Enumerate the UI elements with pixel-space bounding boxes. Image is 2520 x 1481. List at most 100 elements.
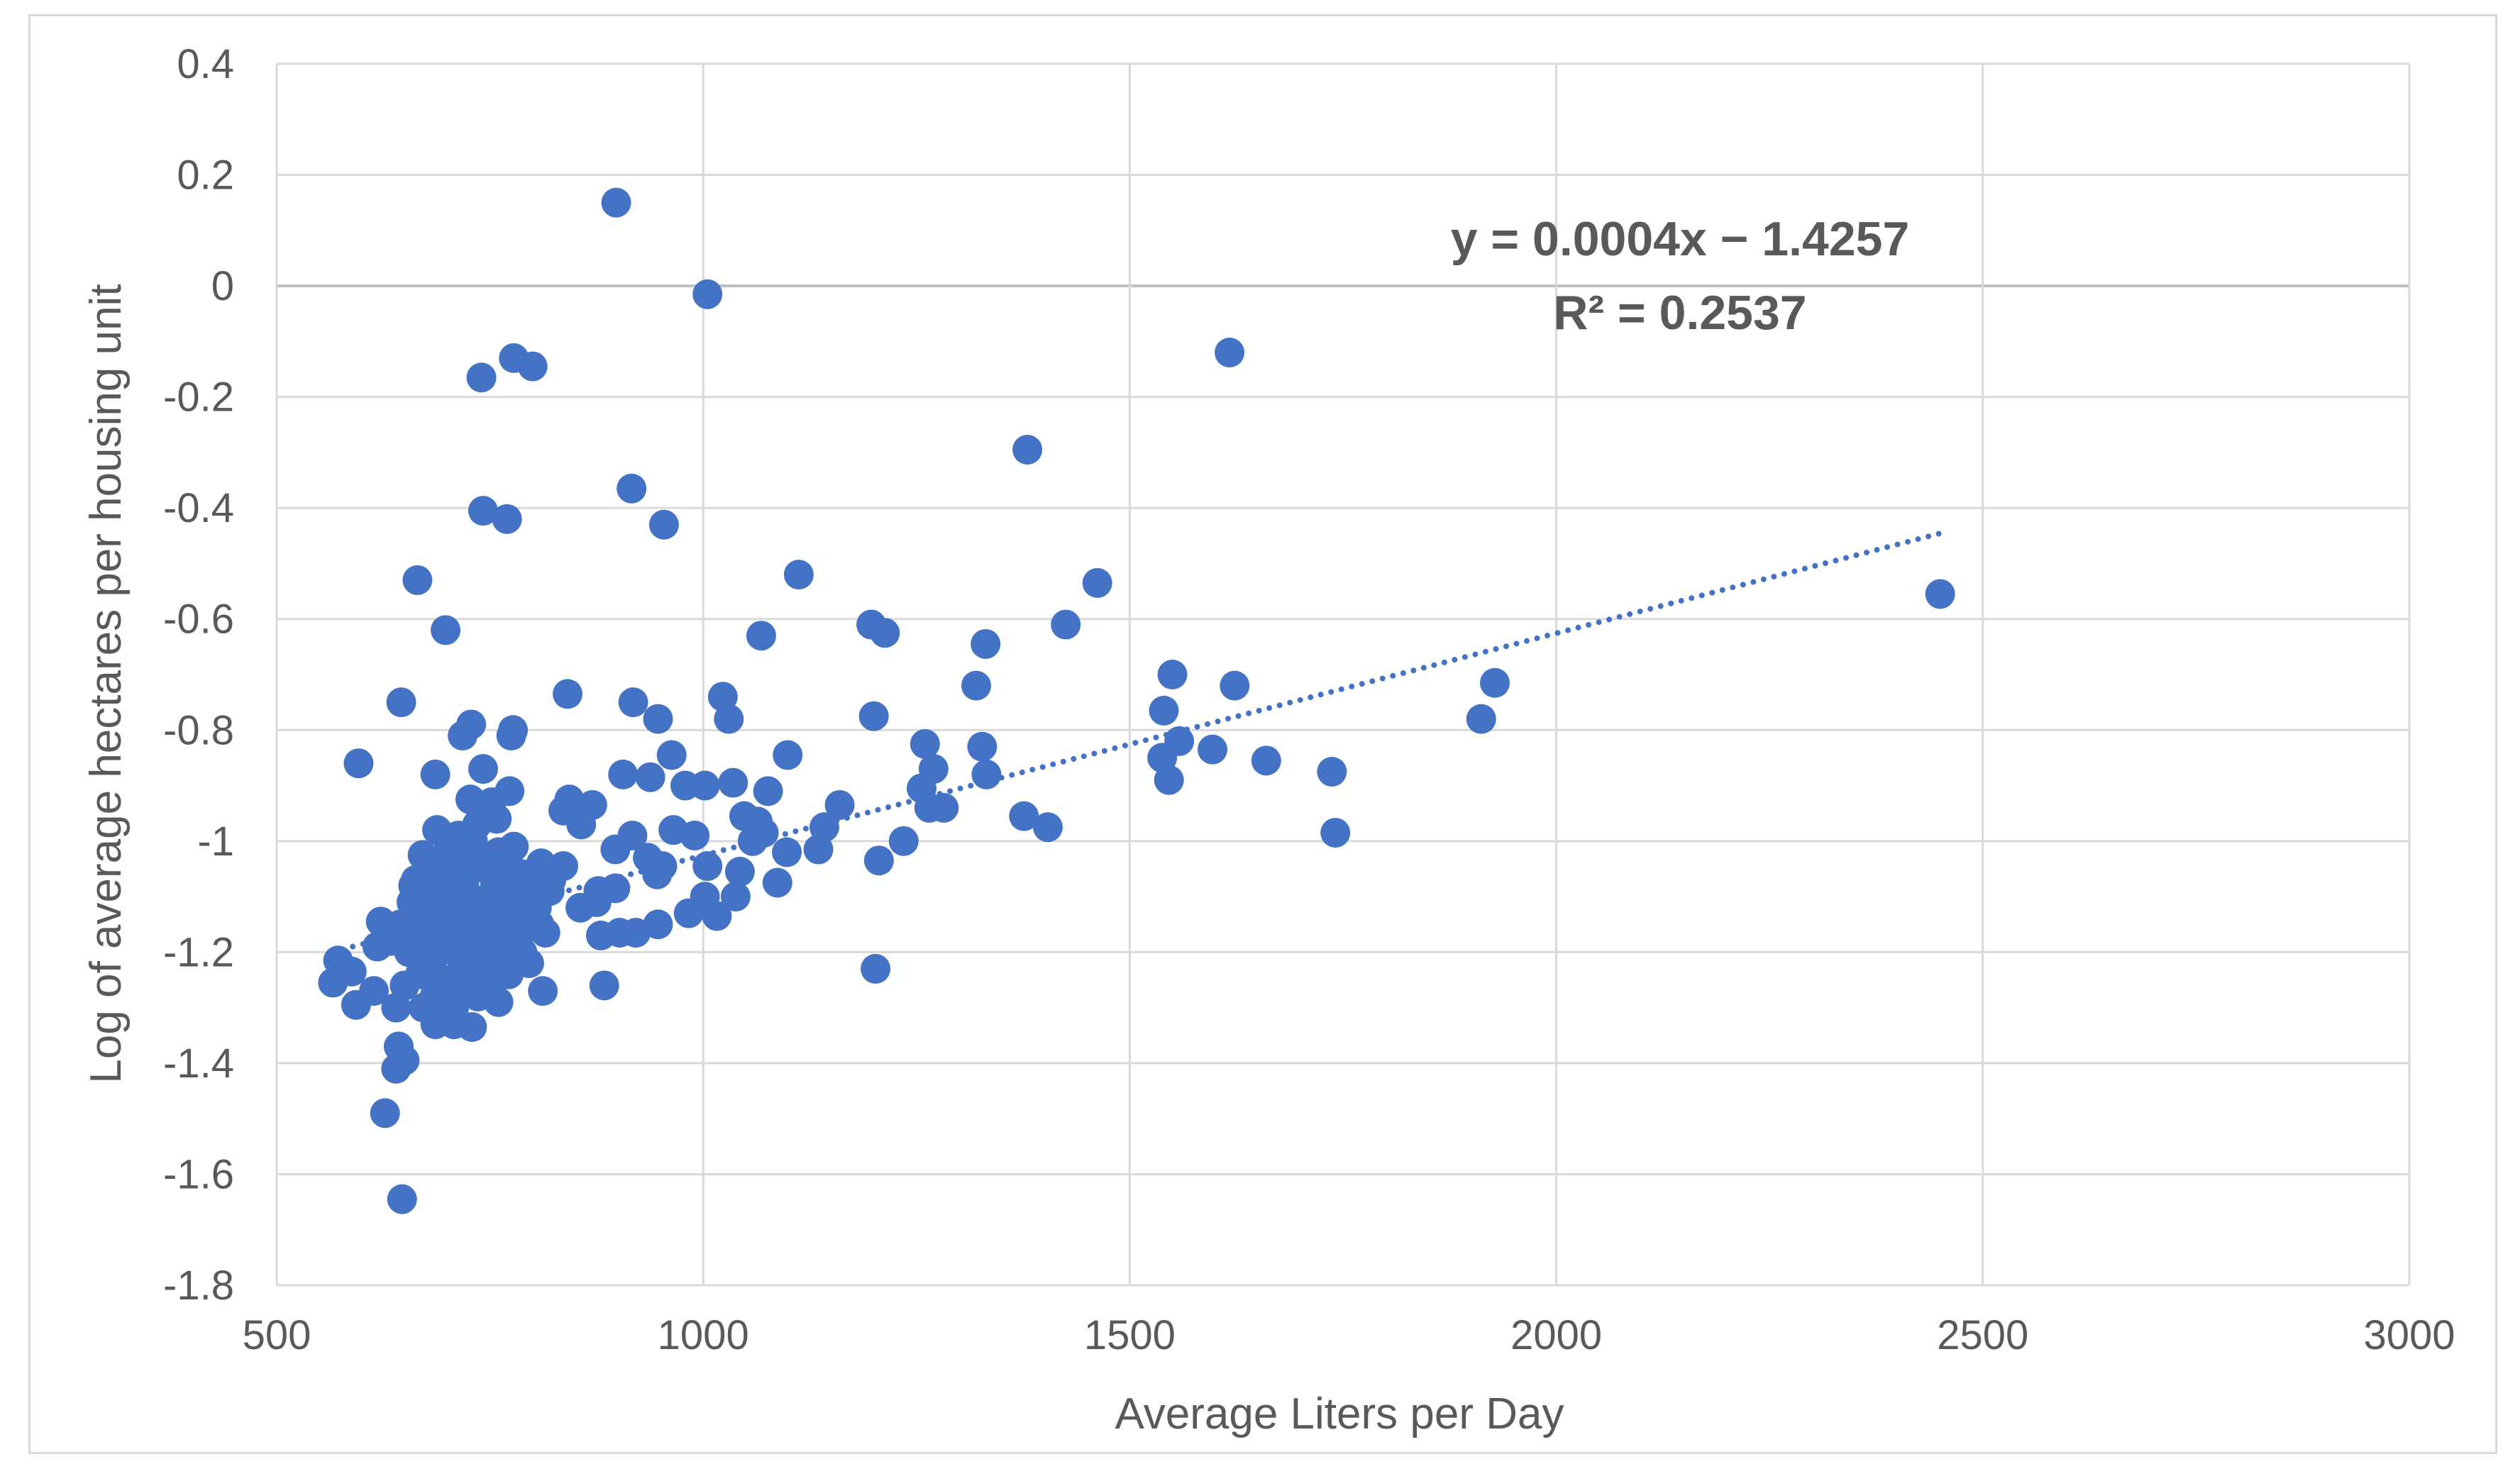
data-point — [370, 1098, 400, 1128]
data-point — [753, 776, 783, 806]
data-point — [608, 759, 639, 789]
trendline — [329, 530, 1943, 955]
data-point — [861, 953, 891, 984]
trendline-path — [329, 530, 1943, 955]
data-point — [656, 740, 687, 770]
y-tick-labels: 0.4 0.2 0 -0.2 -0.4 -0.6 -0.8 -1 -1.2 -1.4 -1.6 -1.… — [163, 41, 234, 1309]
data-point — [439, 865, 470, 895]
data-point — [1466, 704, 1496, 734]
data-point — [1009, 801, 1039, 831]
trendline-r-squared: R² = 0.2537 — [1553, 286, 1806, 340]
x-tick-label: 3000 — [2363, 1312, 2455, 1358]
data-point — [1480, 667, 1510, 698]
data-point — [480, 870, 510, 901]
data-point — [870, 618, 900, 648]
data-point — [702, 901, 732, 931]
x-tick-label: 1000 — [658, 1312, 749, 1358]
data-point — [600, 834, 631, 865]
data-point — [487, 920, 517, 950]
data-point — [888, 826, 919, 856]
data-point — [720, 882, 751, 912]
y-tick-label: 0.4 — [177, 41, 234, 87]
data-point — [553, 679, 583, 709]
data-point — [1082, 567, 1112, 598]
data-point — [1051, 609, 1081, 640]
data-point — [468, 754, 498, 784]
data-point — [601, 187, 631, 218]
data-point — [692, 851, 723, 882]
data-point — [566, 809, 597, 840]
y-tick-label: -1.6 — [163, 1151, 234, 1197]
data-point — [500, 898, 531, 928]
data-point — [971, 759, 1002, 789]
data-point — [617, 473, 647, 504]
data-point — [1154, 765, 1184, 795]
data-point — [1198, 734, 1228, 765]
data-point — [585, 920, 616, 950]
data-point — [318, 967, 348, 998]
data-point — [1317, 756, 1347, 787]
data-point — [1925, 579, 1955, 609]
data-point — [746, 621, 776, 651]
data-point — [526, 848, 556, 879]
y-tick-label: -1.2 — [163, 929, 234, 975]
data-point — [635, 762, 665, 792]
data-point — [1215, 338, 1245, 368]
data-point — [1032, 812, 1063, 843]
data-point — [396, 887, 426, 917]
y-tick-label: -1 — [197, 819, 234, 865]
y-axis-title: Log of average hectares per housing unit — [82, 284, 131, 1083]
data-point — [387, 1184, 417, 1214]
y-tick-label: -0.2 — [163, 375, 234, 421]
data-point — [724, 856, 755, 887]
data-point — [420, 759, 451, 789]
x-tick-label: 1500 — [1084, 1312, 1176, 1358]
data-point — [803, 834, 834, 865]
data-point — [433, 981, 464, 1011]
data-point — [431, 615, 461, 645]
data-point — [1251, 745, 1281, 776]
data-point — [824, 789, 855, 820]
data-point — [714, 704, 744, 734]
data-point — [772, 837, 802, 867]
data-point — [589, 970, 619, 1001]
y-tick-label: -0.4 — [163, 485, 234, 531]
data-point — [783, 560, 814, 590]
data-point — [517, 351, 548, 382]
data-point — [381, 1053, 411, 1084]
data-point — [673, 898, 704, 928]
y-tick-label: -1.4 — [163, 1041, 234, 1087]
data-point — [496, 721, 526, 751]
x-tick-label: 500 — [243, 1312, 311, 1358]
data-point — [341, 989, 371, 1020]
y-tick-label: -0.6 — [163, 597, 234, 643]
data-point — [466, 362, 497, 393]
data-point — [910, 728, 940, 759]
data-point — [971, 628, 1001, 659]
data-point — [477, 965, 507, 995]
x-axis-title: Average Liters per Day — [1115, 1390, 1564, 1438]
data-point — [448, 721, 478, 751]
data-point — [618, 687, 648, 718]
data-point — [690, 770, 720, 801]
data-point — [507, 937, 538, 967]
y-tick-label: 0 — [211, 263, 234, 309]
data-point — [1220, 670, 1250, 701]
gridlines — [275, 62, 2411, 1287]
data-point — [494, 848, 524, 879]
data-point — [528, 976, 558, 1006]
data-point — [961, 670, 991, 701]
data-point — [420, 1009, 451, 1040]
data-point — [648, 509, 679, 540]
data-point — [692, 279, 723, 309]
data-point — [929, 792, 959, 823]
data-point — [343, 748, 374, 779]
data-point — [737, 826, 768, 856]
data-point — [468, 496, 498, 526]
x-tick-label: 2000 — [1510, 1312, 1602, 1358]
data-point — [642, 859, 673, 889]
data-point — [1157, 660, 1188, 689]
data-point — [457, 1012, 487, 1043]
y-tick-label: 0.2 — [177, 152, 234, 199]
